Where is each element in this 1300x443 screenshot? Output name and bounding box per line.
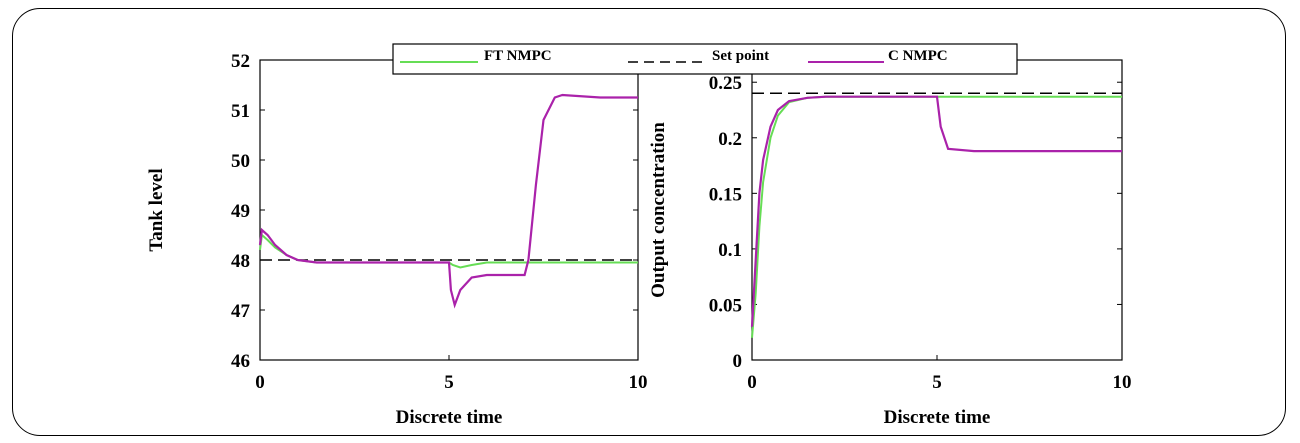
- tank-level-x-label: Discrete time: [396, 407, 503, 428]
- output-concentration-ticks: 0 5 10 0 0.05 0.1 0.15 0.2 0.25: [709, 73, 1132, 393]
- x-tick-label: 10: [1113, 372, 1132, 393]
- series-c-nmpc: [258, 93, 638, 309]
- x-tick-label: 0: [255, 372, 265, 393]
- series-ft-nmpc: [751, 95, 1122, 338]
- y-tick-label: 0.2: [718, 129, 742, 150]
- y-tick-label: 48: [231, 251, 250, 272]
- y-tick-label: 0.05: [709, 295, 742, 316]
- y-tick-label: 46: [231, 351, 250, 372]
- series-c-nmpc: [750, 95, 1122, 327]
- figure-frame: [12, 8, 1286, 436]
- x-tick-label: 5: [932, 372, 942, 393]
- legend-box: [392, 43, 1018, 75]
- output-concentration-y-label: Output concentration: [648, 122, 669, 298]
- legend-set-point-label: Set point: [712, 48, 769, 64]
- y-tick-label: 50: [231, 151, 250, 172]
- output-concentration-x-label: Discrete time: [884, 407, 991, 428]
- tank-level-series: [258, 93, 638, 309]
- tank-level-axes: [259, 59, 639, 361]
- legend-c-nmpc-label: C NMPC: [888, 48, 948, 64]
- output-concentration-series: [750, 92, 1122, 338]
- output-concentration-chart: Output concentration Discrete time 0 5 100…: [648, 59, 1132, 428]
- legend: FT NMPC Set point C NMPC: [392, 43, 1018, 75]
- y-tick-label: 0.15: [709, 184, 742, 205]
- tank-level-chart: Tank level Discrete time 0 5 10 46 47 48 49 50 5…: [146, 51, 648, 428]
- y-tick-label: 0: [733, 351, 743, 372]
- x-tick-label: 0: [747, 372, 757, 393]
- y-tick-label: 0.25: [709, 73, 742, 94]
- y-tick-label: 52: [231, 51, 250, 72]
- y-tick-label: 51: [231, 101, 250, 122]
- y-tick-label: 0.1: [718, 240, 742, 261]
- y-tick-label: 47: [231, 301, 251, 322]
- legend-ft-nmpc-label: FT NMPC: [484, 48, 552, 64]
- y-tick-label: 49: [231, 201, 250, 222]
- tank-level-y-label: Tank level: [146, 168, 167, 251]
- x-tick-label: 5: [444, 372, 454, 393]
- tank-level-ticks: 0 5 10 46 47 48 49 50 51 52: [231, 51, 648, 393]
- x-tick-label: 10: [629, 372, 648, 393]
